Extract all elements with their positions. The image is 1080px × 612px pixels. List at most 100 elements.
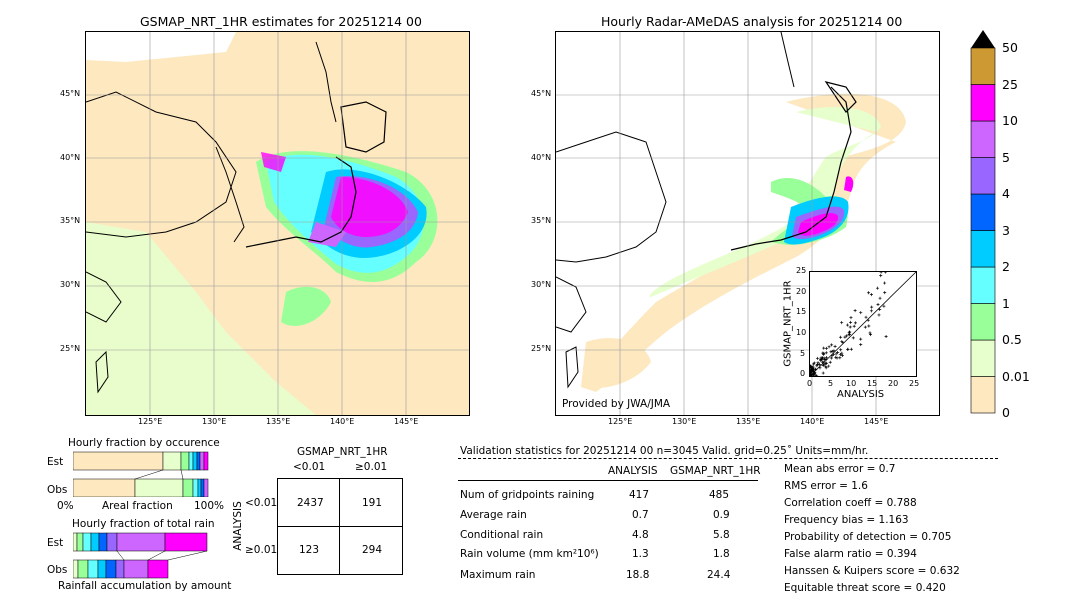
scatter-point: [859, 337, 863, 341]
contingency-row-header: ANALYSIS: [231, 501, 244, 551]
colorbar-box: [970, 303, 996, 341]
scatter-point: [832, 349, 836, 353]
validation-rule: [458, 480, 758, 481]
scatter-point: [810, 374, 813, 376]
scatter-point: [868, 331, 872, 335]
validation-row-a: 417: [629, 489, 650, 501]
scatter-point: [849, 347, 853, 351]
total-rain-row-est: Est: [47, 537, 64, 549]
scatter-point: [859, 343, 863, 347]
score-line: Probability of detection = 0.705: [784, 531, 952, 543]
scatter-point: [859, 311, 863, 315]
scatter-point: [843, 335, 847, 339]
scatter-point: [815, 356, 819, 360]
scatter-point: [834, 355, 838, 359]
credit-text: Provided by JWA/JMA: [562, 398, 671, 410]
occurrence-axis-left: 0%: [57, 500, 74, 512]
scatter-point: [877, 313, 881, 317]
scatter-xtick: 10: [846, 379, 857, 388]
scatter-point: [821, 371, 825, 375]
scatter-point: [867, 291, 871, 295]
scatter-point: [845, 334, 849, 338]
scatter-point: [827, 364, 831, 368]
validation-row-a: 0.7: [632, 509, 649, 521]
total-rain-row-obs: Obs: [47, 564, 68, 576]
scatter-point: [824, 358, 828, 362]
right-map: Provided by JWA/JMA: [555, 31, 940, 416]
scatter-point: [836, 350, 840, 354]
contingency-cell: 2437: [297, 497, 324, 509]
colorbar-box: [970, 339, 996, 377]
scatter-xtick: 5: [828, 379, 834, 388]
score-line: Correlation coeff = 0.788: [784, 497, 917, 509]
left-lat-tick: 40°N: [60, 153, 81, 162]
scatter-point: [853, 321, 857, 325]
scatter-point: [822, 356, 826, 360]
right-lon-tick: 145°E: [864, 417, 889, 426]
colorbar-tick-label: 2: [1002, 259, 1010, 274]
scatter-point: [869, 293, 873, 297]
left-lon-tick: 130°E: [202, 417, 227, 426]
scatter-point: [883, 291, 887, 295]
contingency-cell: 191: [362, 497, 383, 509]
occurrence-title: Hourly fraction by occurence: [68, 437, 220, 449]
scatter-point: [827, 345, 831, 349]
right-lon-tick: 135°E: [736, 417, 761, 426]
validation-row-label: Num of gridpoints raining: [460, 489, 595, 501]
scatter-point: [869, 333, 873, 337]
scatter-xtick: 20: [888, 379, 899, 388]
colorbar-tick-label: 3: [1002, 222, 1010, 238]
validation-row-label: Maximum rain: [460, 569, 536, 581]
scatter-point: [810, 374, 812, 376]
left-map-canvas: [86, 32, 469, 415]
total-rain-title: Hourly fraction of total rain: [72, 518, 215, 530]
scatter-point: [870, 305, 874, 309]
scatter-point: [813, 370, 817, 374]
colorbar-extend-arrow: [971, 30, 995, 48]
scatter-point: [863, 325, 867, 329]
scatter-ytick: 15: [796, 307, 807, 316]
scatter-ytick: 0: [800, 369, 806, 378]
scatter-xtick: 25: [909, 379, 920, 388]
scatter-point: [852, 324, 856, 328]
colorbar-tick-label: 4: [1002, 186, 1010, 201]
validation-col-analysis: ANALYSIS: [608, 465, 658, 477]
colorbar-box: [970, 266, 996, 304]
colorbar-tick-label: 10: [1002, 113, 1018, 128]
scatter-point: [878, 307, 882, 311]
scatter-point: [824, 365, 828, 369]
validation-row-label: Rain volume (mm km²10⁶): [460, 548, 599, 560]
scatter-point: [838, 356, 842, 360]
scatter-point: [848, 325, 852, 329]
occurrence-axis-mid: Areal fraction: [102, 500, 173, 512]
left-lat-tick: 25°N: [60, 344, 81, 353]
contingency-cell: 294: [362, 544, 383, 556]
scatter-xtick: 15: [867, 379, 878, 388]
scatter-point: [882, 304, 886, 308]
left-lat-tick: 45°N: [60, 89, 81, 98]
colorbar-box: [970, 376, 996, 414]
scatter-point: [846, 347, 850, 351]
scatter-point: [883, 281, 887, 285]
scatter-point: [876, 302, 880, 306]
right-map-canvas: [556, 32, 939, 415]
validation-row-b: 24.4: [707, 569, 731, 581]
scatter-xlabel: ANALYSIS: [837, 389, 885, 400]
scatter-point: [839, 335, 843, 339]
scatter-point: [818, 366, 822, 370]
contingency-cell: 123: [299, 544, 320, 556]
scatter-point: [848, 330, 852, 334]
right-lat-tick: 40°N: [531, 153, 552, 162]
scatter-point: [879, 272, 883, 274]
colorbar-tick-label: 5: [1002, 149, 1010, 165]
scatter-point: [812, 362, 816, 366]
occurrence-row-obs: Obs: [47, 484, 68, 496]
scatter-point: [839, 348, 843, 352]
left-map-title: GSMAP_NRT_1HR estimates for 20251214 00: [140, 14, 422, 29]
scatter-point: [830, 349, 834, 353]
contingency-row-ge: ≥0.01: [245, 544, 278, 556]
right-lat-tick: 25°N: [531, 344, 552, 353]
validation-row-label: Average rain: [460, 509, 527, 521]
validation-row-b: 1.8: [713, 548, 730, 560]
colorbar-box: [970, 230, 996, 268]
